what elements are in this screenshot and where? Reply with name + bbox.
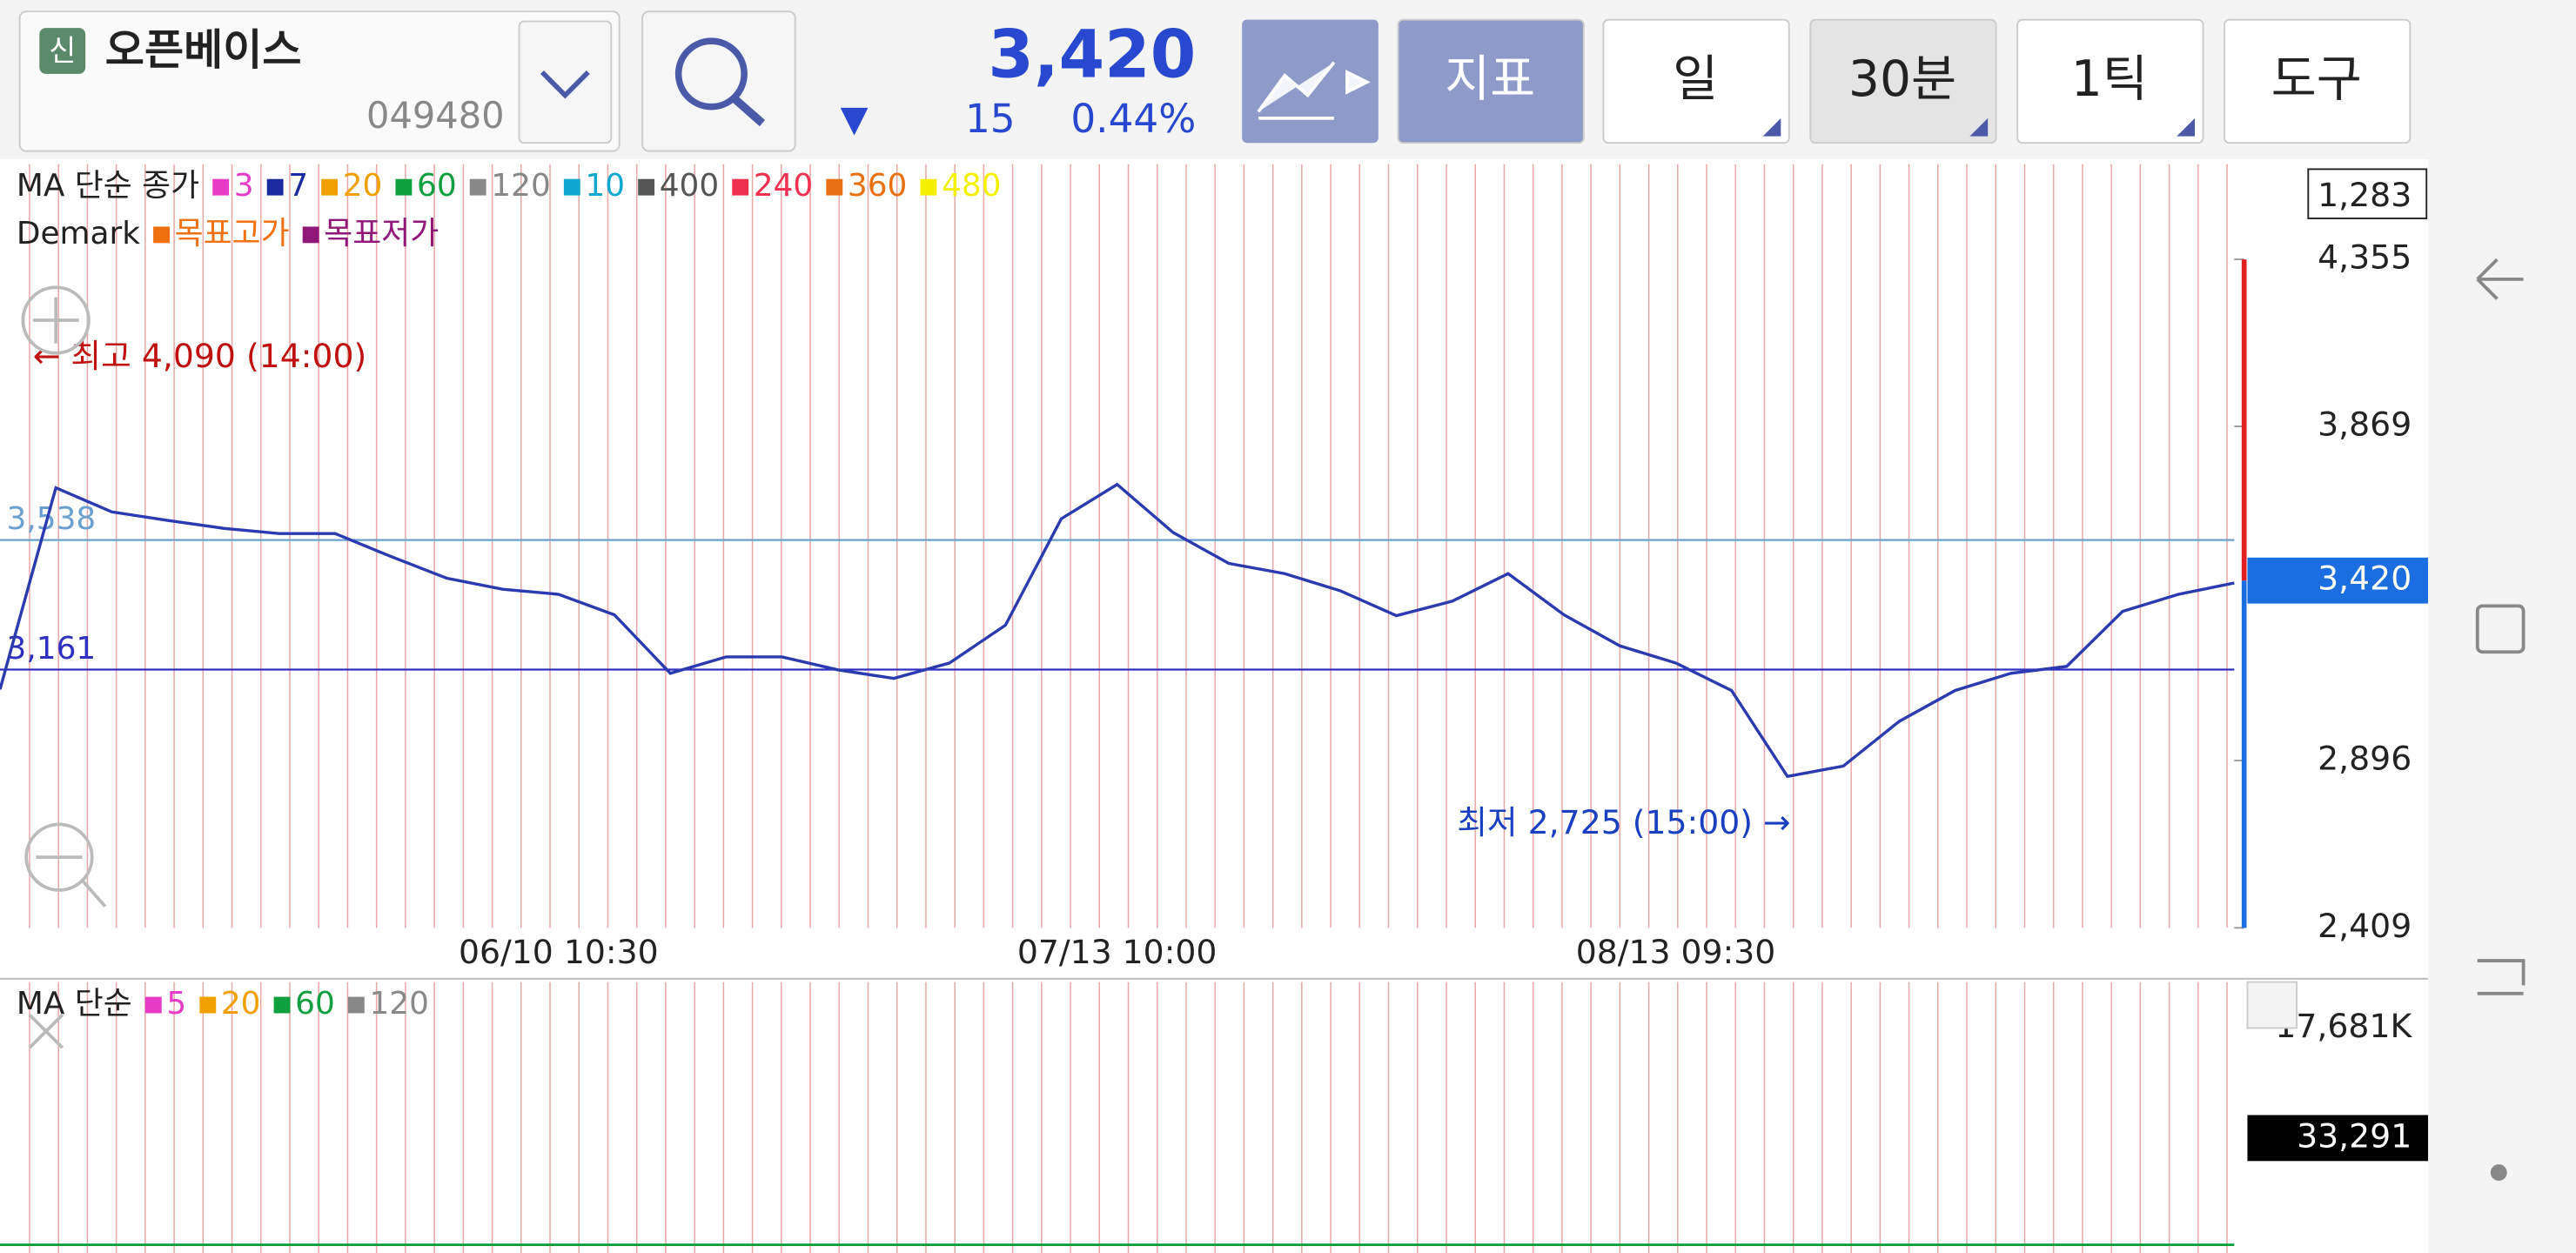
- stock-selector[interactable]: [18, 10, 621, 152]
- legend-swatch: [266, 178, 284, 196]
- zoom-out[interactable]: [24, 822, 94, 892]
- high-annotation: ← 최고 4,090 (14:00): [33, 337, 366, 375]
- legend-label: 480: [942, 168, 1001, 204]
- legend-label: 240: [754, 168, 813, 204]
- toolbar-button-label: 지표: [1445, 50, 1535, 108]
- legend-swatch: [920, 178, 937, 196]
- legend-label: 20: [343, 168, 383, 204]
- legend-label: 60: [417, 168, 457, 204]
- y-tick-label: 3,869: [2318, 405, 2412, 443]
- legend-label: 목표고가: [175, 216, 290, 251]
- legend-swatch: [212, 178, 230, 196]
- legend-label: 5: [166, 986, 186, 1022]
- legend-label: 3: [234, 168, 254, 204]
- chevron-icon: [540, 70, 590, 99]
- search-icon-handle: [731, 95, 766, 127]
- volume-top-label: 17,681K: [2275, 1007, 2412, 1045]
- zoom-in-icon: [32, 297, 79, 344]
- back-button[interactable]: [2476, 258, 2524, 300]
- toolbar-button[interactable]: [2224, 18, 2412, 144]
- volume-current-box: [2247, 1115, 2429, 1162]
- legend-label: 10: [585, 168, 625, 204]
- stock-name: 오픈베이스: [105, 24, 302, 75]
- close-pane[interactable]: [28, 1014, 64, 1049]
- current-price-box: [2247, 557, 2429, 604]
- toolbar-button[interactable]: [2016, 18, 2204, 144]
- current-price-label: 3,420: [2318, 559, 2412, 598]
- legend-swatch: [321, 178, 339, 196]
- dropdown-button[interactable]: [518, 20, 613, 144]
- nav-dot[interactable]: [2490, 1164, 2507, 1181]
- legend-label: 400: [660, 168, 719, 204]
- x-tick-label: 08/13 09:30: [1576, 933, 1776, 971]
- change-arrow: ▼: [841, 97, 869, 140]
- low-annotation: 최저 2,725 (15:00) →: [1457, 803, 1790, 841]
- legend-label: 20: [221, 986, 261, 1022]
- top-label: 1,283: [2318, 176, 2412, 214]
- chart-icon: [1257, 61, 1371, 120]
- legend-title: Demark: [17, 216, 140, 251]
- toolbar-button[interactable]: [1809, 18, 1997, 144]
- y-tick-label: 2,409: [2318, 907, 2412, 945]
- home-button[interactable]: [2477, 959, 2526, 995]
- toolbar-button[interactable]: [1397, 18, 1585, 144]
- legend-swatch: [153, 226, 170, 244]
- legend-swatch: [563, 178, 580, 196]
- legend-swatch: [469, 178, 486, 196]
- resize-pane[interactable]: [2246, 981, 2298, 1029]
- toolbar-button-label: 일: [1673, 50, 1718, 108]
- search-icon: [674, 37, 748, 111]
- toolbar-button-label: 30분: [1848, 50, 1956, 108]
- stock-code: 049480: [366, 94, 505, 137]
- legend-label: 120: [369, 986, 428, 1022]
- badge-text: 신: [49, 34, 76, 69]
- legend-label: 목표저가: [324, 216, 439, 251]
- price-line: [0, 482, 2235, 779]
- x-tick-label: 07/13 10:00: [1017, 933, 1218, 971]
- legend-label: 60: [295, 986, 335, 1022]
- legend-swatch: [273, 996, 291, 1014]
- y-tick-label: 4,355: [2318, 238, 2412, 277]
- price-change: 15: [965, 96, 1016, 142]
- reference-label: 3,161: [7, 631, 97, 667]
- nav-bar: [2428, 0, 2576, 1253]
- toolbar-button-label: 1틱: [2071, 50, 2148, 108]
- x-tick-label: 06/10 10:30: [459, 933, 659, 971]
- legend-swatch: [144, 996, 162, 1014]
- y-tick-label: 2,896: [2318, 740, 2412, 778]
- legend-title: MA 단순: [17, 986, 132, 1022]
- legend-swatch: [395, 178, 413, 196]
- top-label-box: [2307, 168, 2428, 219]
- legend-swatch: [199, 996, 217, 1014]
- legend-swatch: [826, 178, 843, 196]
- current-price: 3,420: [988, 16, 1196, 92]
- legend-swatch: [732, 178, 749, 196]
- volume-current-label: 33,291: [2297, 1116, 2412, 1155]
- legend-swatch: [347, 996, 365, 1014]
- price-change-pct: 0.44%: [1070, 96, 1196, 142]
- legend-label: 360: [848, 168, 907, 204]
- badge: [39, 28, 86, 74]
- toolbar-buttons: 지표 일 30분 1틱 도구: [1397, 18, 2412, 144]
- legend-label: 120: [491, 168, 550, 204]
- zoom-in[interactable]: [21, 285, 91, 355]
- toolbar-button[interactable]: [1602, 18, 1790, 144]
- legend-title: MA 단순 종가: [17, 168, 199, 204]
- legend-swatch: [638, 178, 655, 196]
- zoom-out-icon: [36, 855, 107, 908]
- legend-swatch: [302, 226, 319, 244]
- toolbar-button-label: 도구: [2271, 50, 2362, 108]
- recents-button[interactable]: [2475, 604, 2526, 654]
- search-button[interactable]: [641, 10, 796, 152]
- legend-label: 7: [288, 168, 308, 204]
